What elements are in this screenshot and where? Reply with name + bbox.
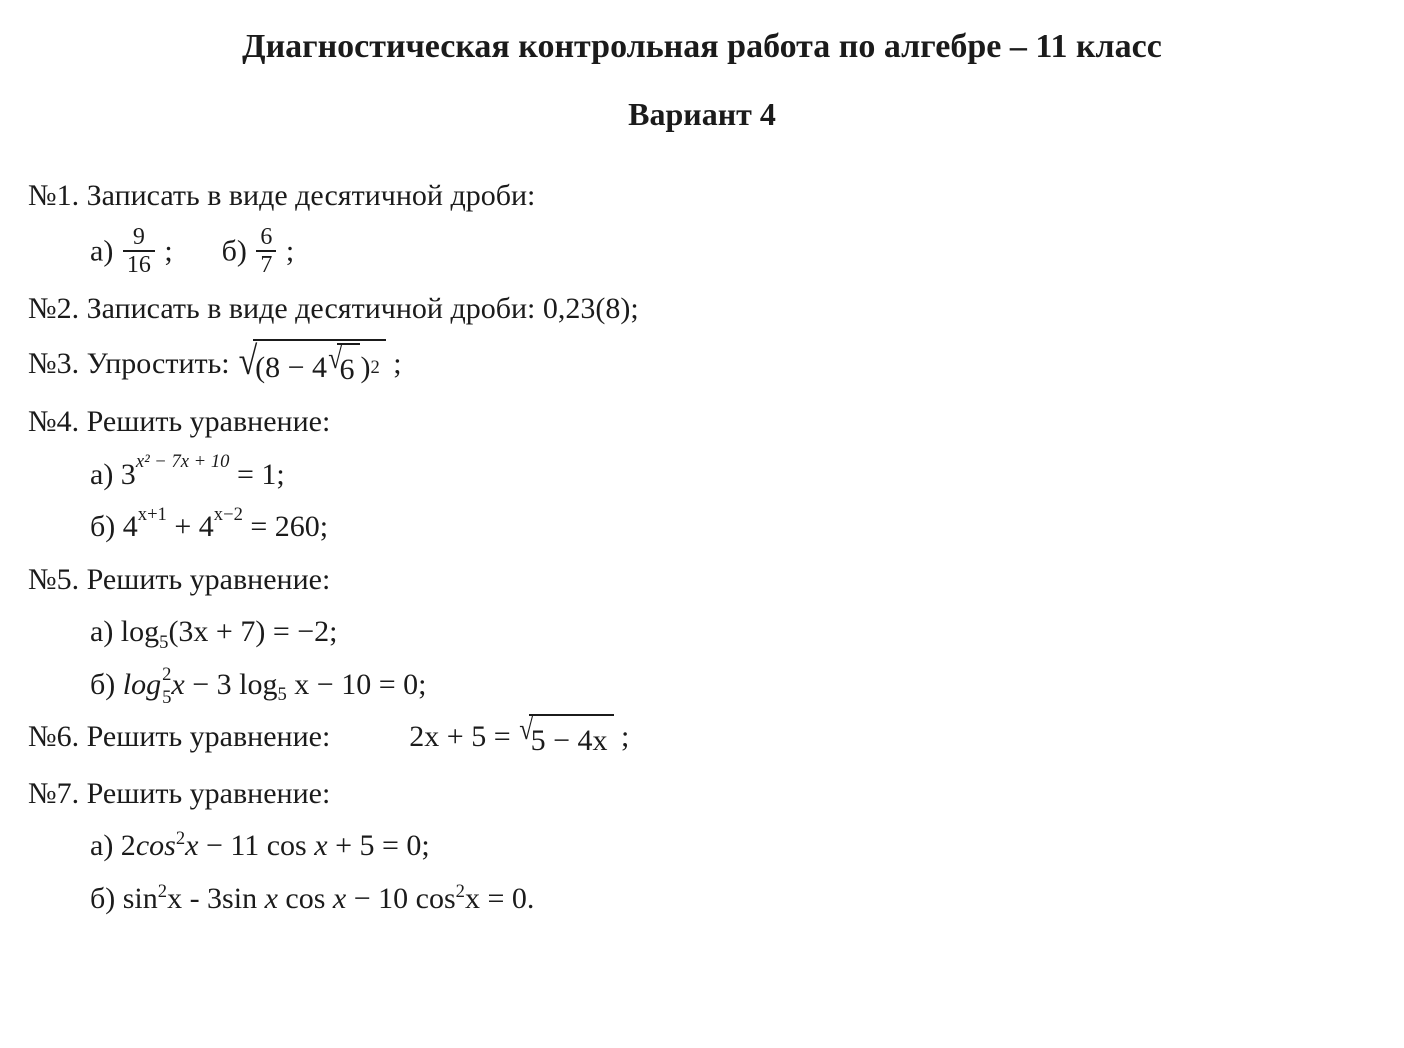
p5b-prefix: б) <box>90 668 123 701</box>
p7a-x: x <box>185 829 198 862</box>
worksheet-page: Диагностическая контрольная работа по ал… <box>0 0 1404 1048</box>
p3-tail: ; <box>393 347 401 380</box>
variant-subtitle: Вариант 4 <box>28 96 1376 133</box>
p4a-tail: = 1; <box>229 458 284 491</box>
p3-inner-right: ) <box>360 345 370 392</box>
radicand: 5 − 4x <box>529 714 614 765</box>
problem-2: №2. Записать в виде десятичной дроби: 0,… <box>28 286 1376 333</box>
denominator: 16 <box>123 252 155 278</box>
numerator: 9 <box>123 224 155 252</box>
problem-4a: а) 3x² − 7x + 10 = 1; <box>28 452 1376 499</box>
p4b-base1: б) 4 <box>90 510 138 543</box>
problem-7a: а) 2cos2x − 11 cos x + 5 = 0; <box>28 823 1376 870</box>
radical-icon: √ <box>239 343 258 398</box>
fraction-9-16: 9 16 <box>123 224 155 279</box>
p7b-sup1: 2 <box>158 881 167 902</box>
p7b-tail: x = 0. <box>465 882 534 915</box>
p7b-mid3: − 10 cos <box>346 882 455 915</box>
p4a-exponent: x² − 7x + 10 <box>136 451 230 472</box>
p7b-prefix: б) sin <box>90 882 158 915</box>
p5a-tail: (3x + 7) = −2; <box>168 615 337 648</box>
radicand: (8 − 4 √ 6 )2 <box>253 339 386 394</box>
p5b-sup: 2 <box>162 666 171 685</box>
outer-sqrt: √ (8 − 4 √ 6 )2 <box>237 339 386 394</box>
problem-5b: б) log25x − 3 log5 x − 10 = 0; <box>28 662 1376 709</box>
inner-sqrt: √ 6 <box>327 343 360 394</box>
p7b-x1: x <box>265 882 278 915</box>
problem-6: №6. Решить уравнение: 2x + 5 = √ 5 − 4x … <box>28 714 1376 765</box>
radical-icon: √ <box>519 716 533 767</box>
p7a-sup: 2 <box>176 828 185 849</box>
p1-a-tail: ; <box>164 234 172 267</box>
radical-icon: √ <box>328 345 342 396</box>
problem-7-label: №7. Решить уравнение: <box>28 771 1376 818</box>
p4a-base: а) 3 <box>90 458 136 491</box>
p7a-prefix: а) 2 <box>90 829 136 862</box>
p5a-log: а) log <box>90 615 159 648</box>
p7b-mid1: x - 3sin <box>167 882 265 915</box>
p7a-cos: cos <box>136 829 176 862</box>
page-title: Диагностическая контрольная работа по ал… <box>28 28 1376 66</box>
problem-5-label: №5. Решить уравнение: <box>28 557 1376 604</box>
p4b-exp2: x−2 <box>214 504 243 525</box>
p7a-rest: − 11 cos x + 5 = 0; <box>198 829 429 862</box>
numerator: 6 <box>256 224 276 252</box>
p5b-sub: 5 <box>162 689 171 708</box>
p5b-sub2: 5 <box>278 684 287 705</box>
problem-1-items: а) 9 16 ; б) 6 7 ; <box>28 226 1376 281</box>
problem-1-label: №1. Записать в виде десятичной дроби: <box>28 173 1376 220</box>
p5b-tail: x − 10 = 0; <box>287 668 427 701</box>
p6-prefix: №6. Решить уравнение: <box>28 720 330 753</box>
problem-4-label: №4. Решить уравнение: <box>28 399 1376 446</box>
problem-3: №3. Упростить: √ (8 − 4 √ 6 )2 ; <box>28 339 1376 394</box>
p7b-sup2: 2 <box>456 881 465 902</box>
problem-7b: б) sin2x - 3sin x cos x − 10 cos2x = 0. <box>28 876 1376 923</box>
p5b-x: x <box>171 668 184 701</box>
problem-5a: а) log5(3x + 7) = −2; <box>28 609 1376 656</box>
p5b-supsub: 25 <box>162 668 171 705</box>
p4b-tail: = 260; <box>243 510 328 543</box>
fraction-6-7: 6 7 <box>256 224 276 279</box>
p5b-mid: − 3 log <box>185 668 278 701</box>
p6-lhs: 2x + 5 = <box>409 720 518 753</box>
p5a-base: 5 <box>159 632 168 653</box>
p4b-mid: + 4 <box>167 510 214 543</box>
problem-4b: б) 4x+1 + 4x−2 = 260; <box>28 504 1376 551</box>
p1-b-tail: ; <box>286 234 294 267</box>
p4b-exp1: x+1 <box>138 504 167 525</box>
p7b-x2: x <box>333 882 346 915</box>
p1-b-prefix: б) <box>222 234 255 267</box>
p1-a-prefix: а) <box>90 234 121 267</box>
denominator: 7 <box>256 252 276 278</box>
p3-inner-left: (8 − 4 <box>255 345 327 392</box>
p3-prefix: №3. Упростить: <box>28 347 237 380</box>
p6-tail: ; <box>621 720 629 753</box>
p6-sqrt: √ 5 − 4x <box>518 714 613 765</box>
p7b-mid2: cos <box>278 882 333 915</box>
p5b-log: log <box>123 668 161 701</box>
